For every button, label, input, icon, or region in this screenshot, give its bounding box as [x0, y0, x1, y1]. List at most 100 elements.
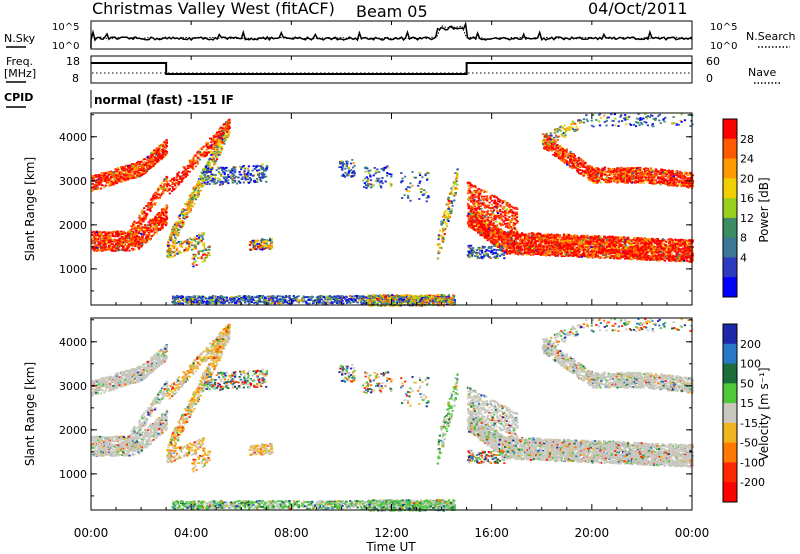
- data-point: [441, 227, 444, 230]
- data-point: [148, 155, 151, 158]
- data-point: [179, 177, 182, 180]
- data-point: [346, 162, 349, 165]
- data-point: [255, 239, 258, 242]
- data-point: [263, 298, 266, 301]
- data-point: [185, 204, 188, 207]
- data-point: [340, 159, 343, 162]
- data-point: [425, 196, 429, 199]
- data-point: [420, 297, 423, 300]
- data-point: [244, 176, 247, 179]
- data-point: [446, 203, 449, 206]
- data-point: [200, 257, 203, 260]
- data-point: [143, 170, 146, 172]
- data-point: [225, 166, 228, 169]
- data-point: [154, 162, 157, 165]
- data-point: [380, 186, 383, 189]
- data-point: [218, 297, 222, 299]
- data-point: [127, 172, 130, 175]
- data-point: [146, 234, 149, 236]
- data-point: [341, 300, 344, 302]
- data-point: [142, 167, 145, 170]
- freq-step-line: [91, 62, 692, 75]
- data-point: [103, 186, 106, 189]
- data-point: [160, 182, 164, 185]
- data-point: [133, 248, 136, 251]
- data-point: [191, 302, 194, 305]
- data-point: [188, 208, 191, 211]
- data-point: [148, 238, 151, 241]
- data-point: [157, 147, 160, 150]
- data-point: [115, 232, 118, 234]
- data-point: [117, 249, 120, 252]
- data-point: [441, 240, 444, 243]
- data-point: [136, 174, 139, 177]
- data-point: [164, 150, 167, 153]
- data-point: [145, 215, 148, 217]
- data-point: [142, 240, 145, 243]
- data-point: [218, 129, 221, 132]
- data-point: [218, 178, 221, 181]
- data-point: [150, 230, 153, 233]
- data-point: [153, 151, 156, 153]
- data-point: [139, 238, 142, 241]
- data-point: [262, 169, 265, 172]
- data-point: [407, 196, 410, 199]
- data-point: [153, 217, 156, 220]
- data-point: [183, 208, 186, 211]
- data-point: [226, 135, 229, 138]
- data-point: [178, 178, 181, 180]
- data-point: [158, 157, 161, 159]
- data-point: [444, 214, 447, 217]
- data-point: [165, 211, 168, 214]
- data-point: [261, 246, 264, 249]
- data-point: [203, 177, 206, 180]
- data-point: [150, 164, 153, 166]
- data-point: [239, 165, 242, 168]
- data-point: [200, 184, 203, 187]
- data-point: [163, 184, 166, 187]
- data-point: [438, 247, 441, 250]
- data-point: [450, 187, 453, 190]
- data-point: [203, 252, 206, 255]
- data-point: [224, 169, 227, 172]
- data-point: [450, 189, 454, 192]
- data-point: [214, 300, 217, 303]
- data-point: [253, 168, 256, 170]
- data-point: [258, 169, 261, 171]
- data-point: [168, 252, 172, 255]
- data-point: [156, 193, 159, 196]
- data-point: [191, 165, 194, 167]
- data-point: [200, 250, 204, 253]
- data-point: [148, 235, 151, 238]
- data-point: [126, 178, 129, 181]
- data-point: [403, 194, 406, 197]
- data-point: [103, 179, 106, 181]
- data-point: [261, 238, 264, 240]
- data-point: [176, 226, 179, 229]
- data-point: [158, 186, 161, 189]
- data-point: [94, 185, 97, 188]
- data-point: [208, 159, 211, 161]
- data-point: [254, 248, 257, 250]
- data-point: [112, 250, 115, 252]
- data-point: [256, 243, 259, 245]
- data-point: [215, 155, 219, 158]
- data-point: [227, 133, 230, 136]
- data-point: [178, 222, 181, 225]
- data-point: [162, 192, 165, 195]
- data-point: [206, 170, 209, 173]
- data-point: [130, 231, 133, 234]
- data-point: [370, 179, 373, 182]
- data-point: [176, 232, 179, 235]
- data-point: [195, 237, 198, 240]
- data-point: [187, 247, 190, 250]
- data-point: [182, 220, 185, 223]
- data-point: [199, 189, 202, 192]
- data-point: [149, 166, 152, 169]
- data-point: [261, 300, 264, 303]
- data-point: [109, 172, 112, 175]
- data-point: [210, 147, 214, 150]
- data-point: [112, 246, 115, 249]
- data-point: [206, 146, 210, 148]
- data-point: [454, 192, 457, 194]
